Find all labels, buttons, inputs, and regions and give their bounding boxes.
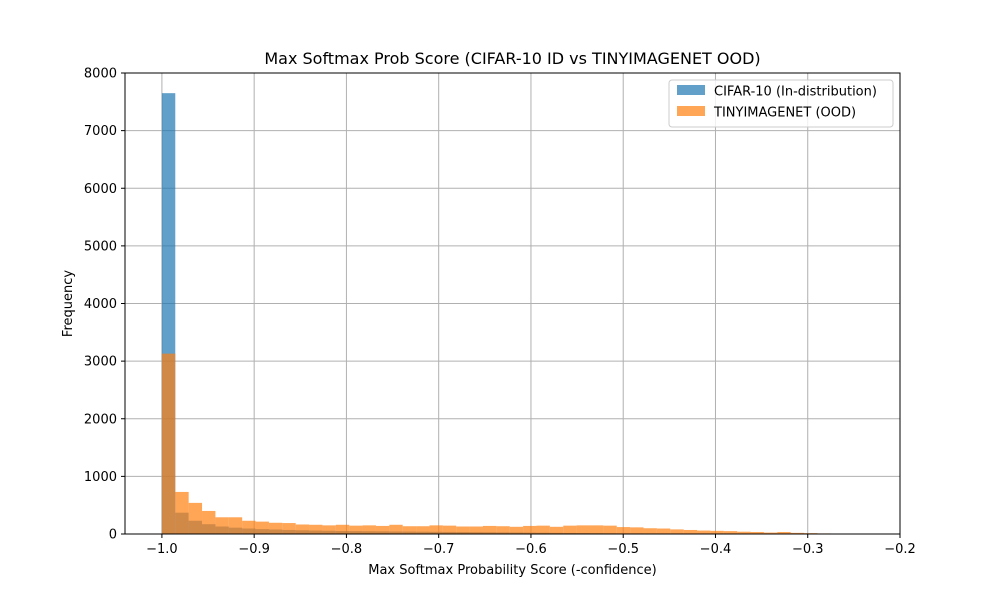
histogram-bar-tinyimagenet — [189, 503, 202, 534]
histogram-bar-tinyimagenet — [550, 527, 563, 534]
histogram-bar-tinyimagenet — [670, 529, 683, 534]
histogram-bar-tinyimagenet — [363, 525, 376, 534]
x-tick-label: −0.6 — [515, 542, 547, 557]
legend-swatch-cifar10 — [677, 85, 705, 95]
histogram-bar-tinyimagenet — [309, 525, 322, 534]
histogram-bar-tinyimagenet — [456, 527, 469, 534]
y-tick-label: 7000 — [84, 124, 117, 139]
histogram-bar-tinyimagenet — [389, 525, 402, 534]
histogram-bar-tinyimagenet — [175, 492, 188, 534]
histogram-bar-tinyimagenet — [269, 523, 282, 534]
histogram-bar-tinyimagenet — [496, 526, 509, 534]
histogram-bar-tinyimagenet — [523, 526, 536, 534]
x-tick-label: −0.7 — [423, 542, 455, 557]
histogram-bar-tinyimagenet — [603, 526, 616, 534]
y-tick-label: 5000 — [84, 239, 117, 254]
legend: CIFAR-10 (In-distribution) TINYIMAGENET … — [669, 80, 893, 127]
histogram-bar-tinyimagenet — [322, 525, 335, 534]
histogram-bar-tinyimagenet — [215, 517, 228, 534]
x-tick-label: −0.9 — [238, 542, 270, 557]
x-tick-label: −0.3 — [792, 542, 824, 557]
x-tick-label: −0.8 — [331, 542, 363, 557]
histogram-bar-tinyimagenet — [684, 530, 697, 534]
legend-label-cifar10: CIFAR-10 (In-distribution) — [714, 85, 877, 100]
histogram-bar-tinyimagenet — [416, 526, 429, 534]
y-tick-label: 2000 — [84, 412, 117, 427]
histogram-bar-tinyimagenet — [376, 526, 389, 534]
histogram-bar-tinyimagenet — [536, 526, 549, 534]
x-tick-label: −0.2 — [884, 542, 916, 557]
chart-title: Max Softmax Prob Score (CIFAR-10 ID vs T… — [264, 49, 760, 68]
x-tick-label: −0.4 — [700, 542, 732, 557]
x-tick-label: −1.0 — [146, 542, 178, 557]
y-tick-label: 3000 — [84, 355, 117, 370]
histogram-bar-tinyimagenet — [336, 525, 349, 534]
y-tick-label: 6000 — [84, 182, 117, 197]
y-tick-label: 1000 — [84, 470, 117, 485]
histogram-bar-tinyimagenet — [242, 521, 255, 534]
y-axis-label: Frequency — [61, 270, 76, 337]
histogram-bar-tinyimagenet — [697, 531, 710, 534]
histogram-bar-tinyimagenet — [162, 354, 175, 534]
histogram-bar-tinyimagenet — [403, 526, 416, 534]
x-tick-label: −0.5 — [607, 542, 639, 557]
histogram-bar-tinyimagenet — [282, 523, 295, 534]
histogram-bar-tinyimagenet — [429, 525, 442, 534]
histogram-bar-tinyimagenet — [202, 511, 215, 534]
legend-swatch-tinyimagenet — [677, 106, 705, 116]
histogram-bar-tinyimagenet — [657, 529, 670, 534]
y-tick-label: 4000 — [84, 297, 117, 312]
y-tick-label: 8000 — [84, 67, 117, 82]
histogram-bar-tinyimagenet — [510, 527, 523, 534]
histogram-bar-tinyimagenet — [470, 527, 483, 534]
histogram-bar-tinyimagenet — [563, 526, 576, 534]
x-axis-label: Max Softmax Probability Score (-confiden… — [368, 563, 657, 578]
histogram-bar-tinyimagenet — [644, 528, 657, 534]
histogram-bar-tinyimagenet — [256, 522, 269, 534]
histogram-bar-tinyimagenet — [577, 525, 590, 534]
histogram-bar-tinyimagenet — [443, 526, 456, 534]
histogram-bar-tinyimagenet — [590, 525, 603, 534]
histogram-bar-tinyimagenet — [483, 526, 496, 534]
histogram-bar-tinyimagenet — [349, 526, 362, 534]
y-tick-label: 0 — [109, 528, 117, 543]
legend-label-tinyimagenet: TINYIMAGENET (OOD) — [713, 106, 856, 121]
histogram-bar-tinyimagenet — [617, 527, 630, 534]
histogram-bar-tinyimagenet — [296, 524, 309, 534]
histogram-bar-tinyimagenet — [229, 517, 242, 534]
histogram-bar-tinyimagenet — [630, 527, 643, 534]
